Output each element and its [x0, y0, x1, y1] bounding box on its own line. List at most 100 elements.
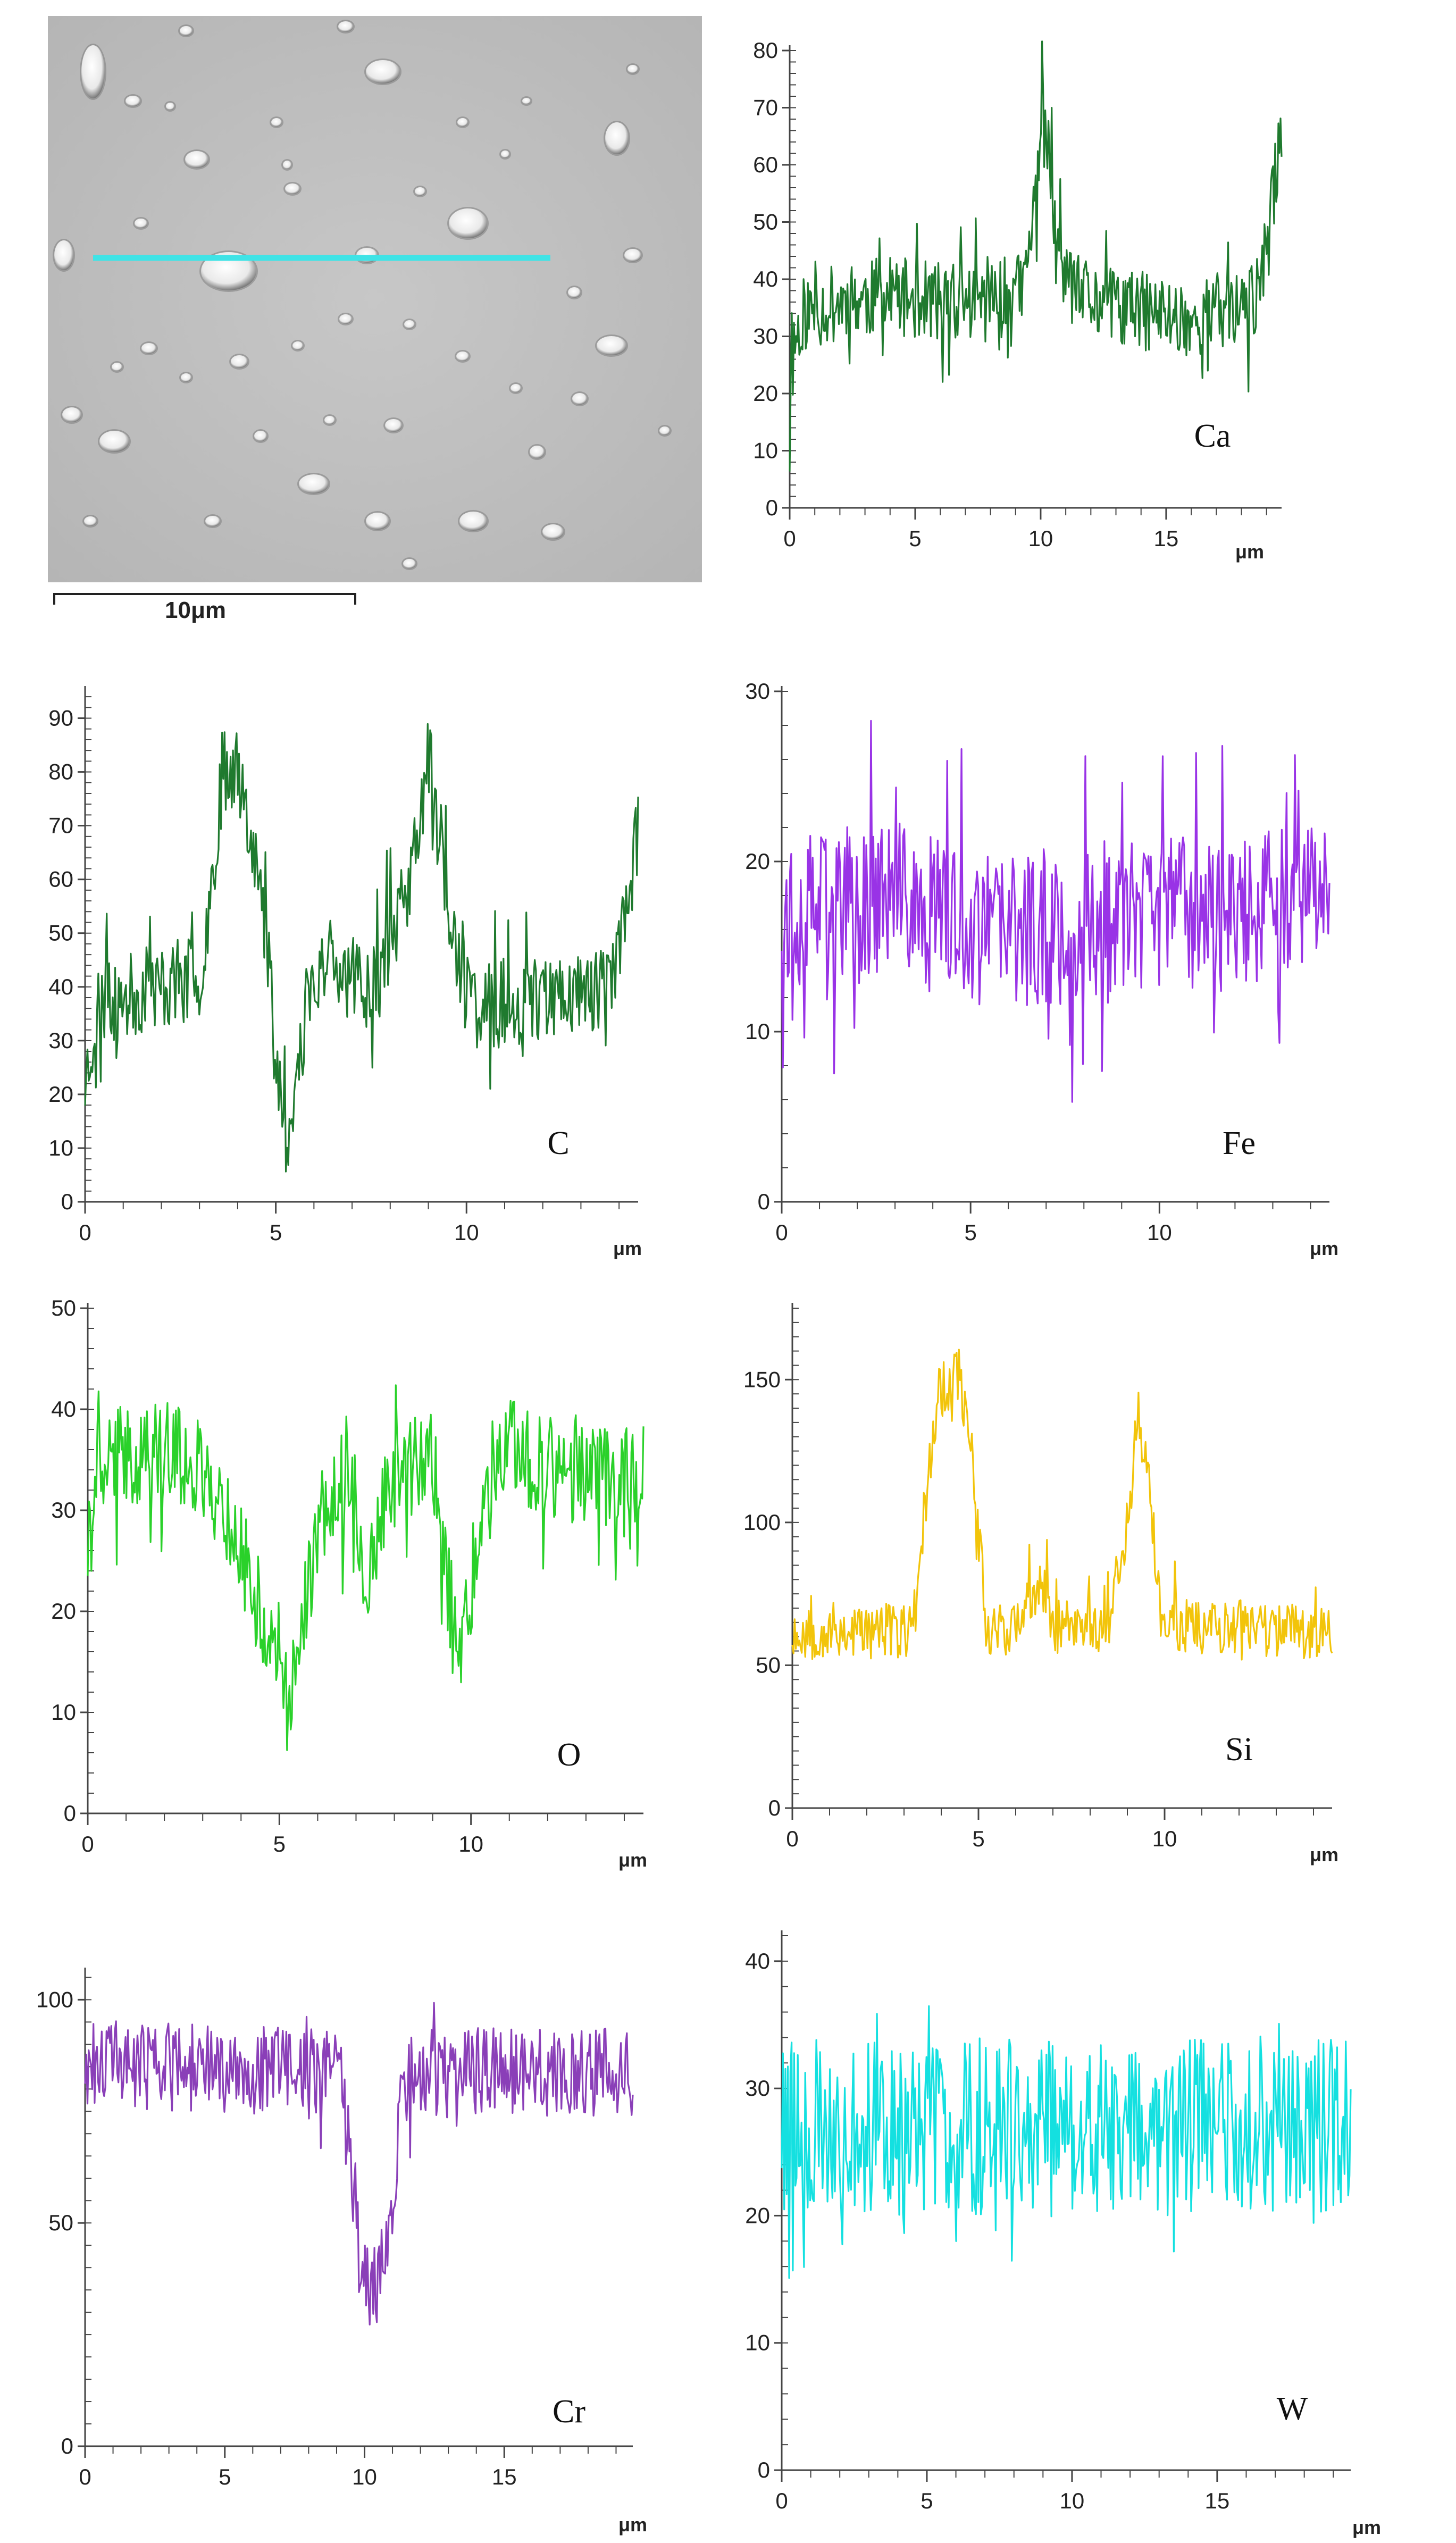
y-tick-label: 40	[51, 1396, 76, 1421]
chart-c: 0 10 20 30 40 50 60 70 80 90 0 5 10 μm C	[48, 686, 642, 1259]
x-tick-label: 0	[783, 526, 796, 551]
particle	[449, 208, 487, 238]
particle	[339, 314, 352, 324]
x-unit-label: μm	[618, 1849, 647, 1871]
y-tick-label: 80	[48, 759, 73, 784]
x-tick-label: 0	[775, 1220, 788, 1245]
x-tick-label: 0	[79, 2464, 91, 2489]
signal-line	[789, 40, 1283, 472]
particles	[53, 20, 672, 570]
y-tick-label: 30	[745, 2076, 770, 2101]
x-unit-label: μm	[1235, 541, 1264, 563]
signal-line	[781, 720, 1331, 1103]
y-tick-label: 10	[48, 1135, 73, 1160]
y-tick-label: 100	[36, 1987, 73, 2012]
particle	[271, 118, 282, 127]
x-tick-label: 10	[1147, 1220, 1172, 1245]
y-tick-label: 60	[48, 867, 73, 892]
element-label: Cr	[553, 2394, 585, 2430]
x-tick-label: 5	[964, 1220, 976, 1245]
particle	[299, 474, 329, 493]
chart-fe: 0 10 20 30 0 5 10 μm Fe	[745, 679, 1338, 1259]
y-tick-label: 70	[48, 813, 73, 838]
x-tick-label: 0	[786, 1826, 798, 1851]
scale-bar-label: 10μm	[165, 597, 226, 623]
particle	[135, 219, 147, 228]
x-tick-label: 5	[909, 526, 921, 551]
y-tick-label: 50	[48, 2210, 73, 2235]
x-tick-label: 10	[1028, 526, 1053, 551]
y-tick-label: 0	[61, 2433, 73, 2458]
x-tick-label: 10	[1060, 2488, 1085, 2513]
particle	[81, 45, 105, 98]
x-tick-label: 15	[1205, 2488, 1230, 2513]
particle	[511, 384, 521, 392]
particle	[501, 150, 509, 158]
chart-ca: 0 10 20 30 40 50 60 70 80 0 5 10 15 μm Ca	[753, 38, 1283, 563]
particle	[624, 249, 641, 262]
x-tick-label: 0	[81, 1831, 94, 1856]
particle	[54, 240, 73, 270]
x-tick-label: 15	[492, 2464, 517, 2489]
particle	[99, 431, 129, 452]
chart-si: 0 50 100 150 0 5 10 μm Si	[743, 1303, 1338, 1866]
x-tick-label: 15	[1154, 526, 1179, 551]
y-tick-label: 0	[61, 1189, 73, 1214]
particle	[366, 60, 400, 83]
y-tick-label: 70	[753, 95, 778, 120]
element-label: Ca	[1194, 418, 1231, 454]
particle	[324, 416, 335, 424]
x-tick-label: 5	[921, 2488, 933, 2513]
particle	[572, 393, 587, 405]
element-label: W	[1277, 2391, 1308, 2427]
chart-w: 0 10 20 30 40 0 5 10 15 μm W	[745, 1930, 1381, 2538]
particle	[457, 118, 468, 127]
y-tick-label: 30	[51, 1498, 76, 1523]
particle	[231, 355, 248, 368]
x-tick-label: 10	[1152, 1826, 1177, 1851]
particle	[403, 559, 416, 568]
y-tick-label: 10	[51, 1700, 76, 1725]
y-tick-label: 50	[753, 210, 778, 235]
particle	[254, 431, 267, 441]
particle	[659, 426, 670, 435]
y-tick-label: 30	[48, 1028, 73, 1053]
y-tick-label: 20	[745, 849, 770, 874]
y-tick-label: 0	[758, 2457, 770, 2482]
particle	[141, 343, 156, 354]
particle	[338, 21, 353, 32]
x-tick-label: 10	[454, 1220, 479, 1245]
micrograph-background	[48, 16, 702, 582]
x-tick-label: 10	[352, 2464, 377, 2489]
particle	[366, 513, 389, 530]
y-tick-label: 0	[64, 1801, 76, 1826]
y-tick-label: 0	[768, 1795, 781, 1820]
sem-micrograph	[48, 16, 702, 582]
signal-line	[781, 2005, 1352, 2279]
particle	[404, 320, 415, 329]
y-tick-label: 20	[745, 2203, 770, 2228]
particle	[415, 187, 425, 196]
y-tick-label: 50	[48, 921, 73, 946]
particle	[125, 96, 140, 106]
y-tick-label: 40	[745, 1948, 770, 1973]
particle	[292, 341, 303, 350]
signal-line	[87, 1384, 645, 1751]
signal-line	[84, 723, 639, 1173]
y-tick-label: 10	[753, 438, 778, 463]
y-tick-label: 40	[48, 974, 73, 999]
particle	[605, 122, 629, 154]
particle	[530, 446, 545, 458]
particle	[180, 26, 193, 36]
x-unit-label: μm	[1352, 2516, 1381, 2538]
y-tick-label: 20	[753, 381, 778, 406]
element-label: O	[557, 1737, 581, 1773]
particle	[112, 363, 122, 371]
particle	[62, 407, 81, 422]
signal-line	[84, 2002, 634, 2325]
particle	[568, 287, 581, 298]
y-tick-label: 80	[753, 38, 778, 63]
y-tick-label: 90	[48, 706, 73, 731]
y-tick-label: 60	[753, 152, 778, 177]
y-tick-label: 10	[745, 1019, 770, 1044]
